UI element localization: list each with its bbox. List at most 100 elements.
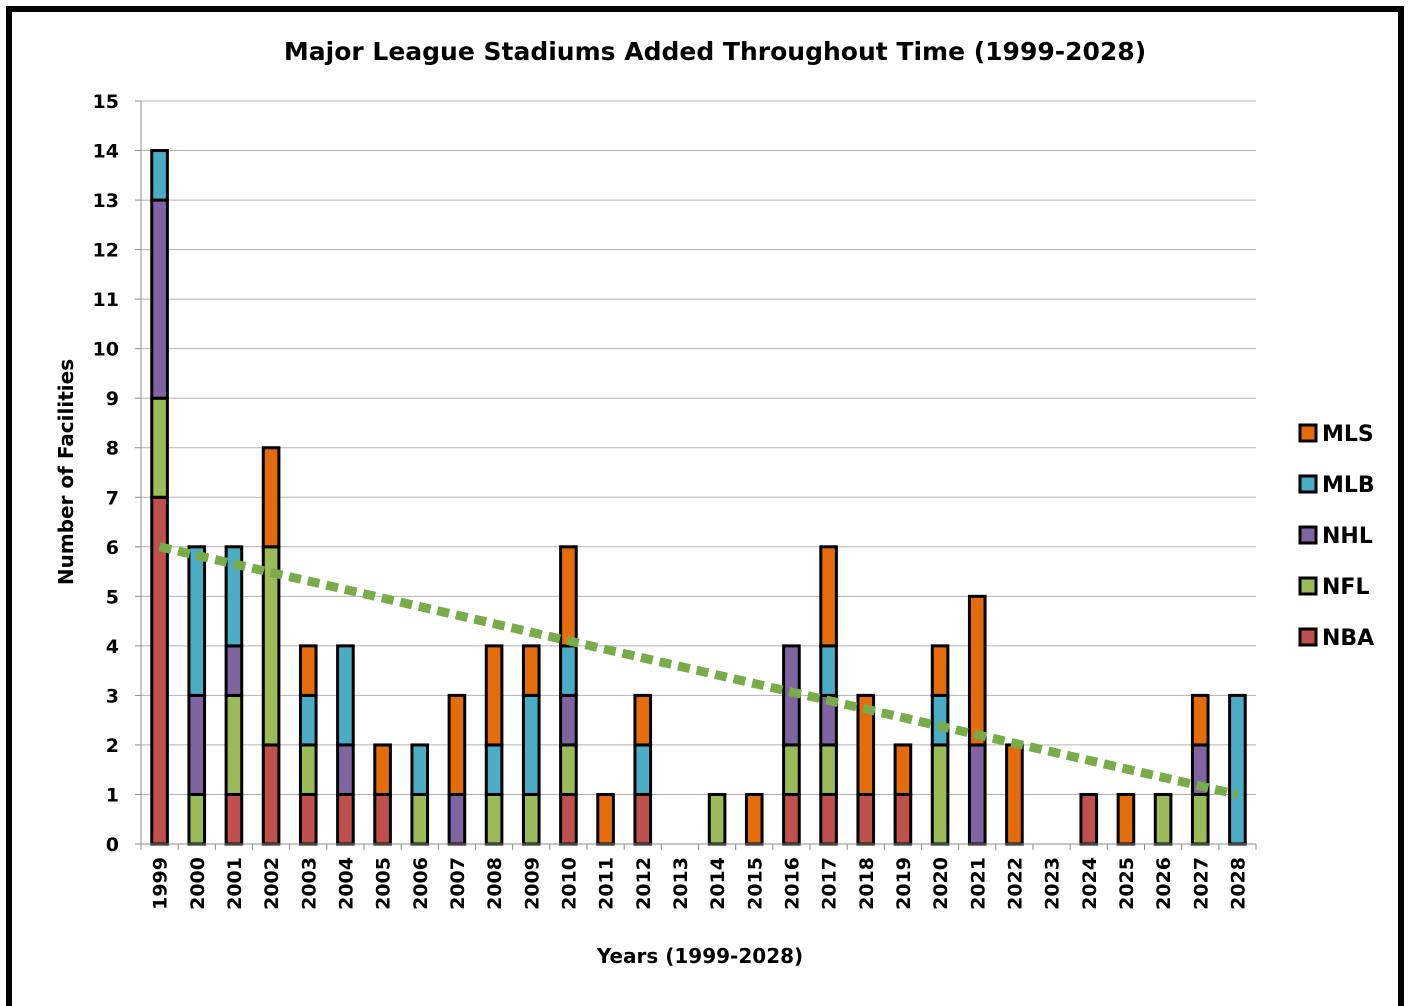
y-tick-label: 13 bbox=[93, 190, 119, 212]
y-tick-label: 2 bbox=[106, 735, 119, 757]
bar-segment-nhl-2010 bbox=[559, 693, 578, 747]
x-tick-label: 2022 bbox=[1004, 857, 1026, 910]
bar-segment-mls-2027 bbox=[1190, 693, 1210, 747]
bar-segment-nfl-2017 bbox=[819, 743, 838, 796]
legend-label-nfl: NFL bbox=[1322, 575, 1369, 600]
x-tick-label: 2028 bbox=[1227, 857, 1249, 910]
bar-segment-nba-2019 bbox=[893, 792, 913, 846]
bar-segment-nfl-2008 bbox=[484, 792, 504, 846]
bar-segment-mls-2007 bbox=[447, 693, 467, 796]
x-axis-ticks: 1999 2000 2001 2002 2003 2004 2005 2006 2007 2008… bbox=[140, 844, 1257, 910]
bar-segment-nfl-2001 bbox=[224, 693, 244, 796]
bar-segment-mls-2022 bbox=[1005, 743, 1024, 846]
bar-segment-mls-2021 bbox=[967, 594, 987, 747]
bar-segment-mlb-1999 bbox=[150, 149, 169, 202]
x-tick-label: 2011 bbox=[596, 857, 618, 910]
y-tick-label: 0 bbox=[106, 834, 119, 856]
legend-swatch-nfl bbox=[1298, 576, 1318, 596]
bar-segment-mls-2019 bbox=[893, 743, 913, 796]
bar-segment-nba-2016 bbox=[782, 792, 801, 846]
bar-segment-nba-2004 bbox=[336, 792, 355, 846]
x-tick-label: 2027 bbox=[1190, 857, 1212, 910]
x-tick-label: 2021 bbox=[967, 857, 989, 910]
bar-segment-mlb-2006 bbox=[410, 743, 430, 796]
x-tick-label: 2017 bbox=[819, 857, 841, 910]
y-tick-label: 5 bbox=[106, 586, 119, 608]
x-tick-label: 2004 bbox=[335, 857, 357, 910]
bar-segment-mls-2012 bbox=[633, 693, 653, 747]
x-tick-label: 2007 bbox=[447, 857, 469, 910]
bar-segment-nfl-2016 bbox=[782, 743, 801, 796]
bar-segment-mls-2025 bbox=[1116, 792, 1136, 846]
trendline bbox=[158, 542, 1239, 799]
bar-segment-nba-2005 bbox=[373, 792, 392, 846]
bar-segment-mls-2017 bbox=[819, 545, 838, 648]
bar-segment-mls-2009 bbox=[521, 644, 541, 697]
bar-segment-mlb-2028 bbox=[1228, 693, 1247, 846]
bar-segment-mls-2005 bbox=[373, 743, 392, 796]
bar-segment-nhl-1999 bbox=[150, 198, 169, 400]
y-tick-label: 3 bbox=[106, 685, 119, 707]
x-tick-label: 2009 bbox=[521, 857, 543, 910]
bar-segment-nfl-2014 bbox=[707, 792, 727, 846]
bar-segment-mlb-2001 bbox=[224, 545, 244, 648]
x-tick-label: 2025 bbox=[1116, 857, 1138, 910]
x-tick-label: 2020 bbox=[930, 857, 952, 910]
bar-segment-nfl-2020 bbox=[930, 743, 950, 846]
bar-segment-mlb-2020 bbox=[930, 693, 950, 747]
bar-segment-mlb-2004 bbox=[336, 644, 355, 747]
x-tick-label: 2000 bbox=[187, 857, 209, 910]
legend: MLS MLB NHL NFL NBA bbox=[1298, 422, 1375, 651]
bar-segment-nba-2010 bbox=[559, 792, 578, 846]
bar-segment-mls-2003 bbox=[298, 644, 318, 697]
bar-segment-nba-2012 bbox=[633, 792, 653, 846]
x-tick-label: 2026 bbox=[1153, 857, 1175, 910]
legend-label-mlb: MLB bbox=[1322, 473, 1375, 498]
x-axis-title: Years (1999-2028) bbox=[596, 944, 803, 968]
bar-segment-mlb-2003 bbox=[298, 693, 318, 747]
x-tick-label: 2010 bbox=[558, 857, 580, 910]
gridlines bbox=[141, 100, 1256, 795]
x-tick-label: 2014 bbox=[707, 857, 729, 910]
bar-segment-mlb-2010 bbox=[559, 644, 578, 697]
bar-segment-nfl-2003 bbox=[298, 743, 318, 796]
bar-segment-mls-2008 bbox=[484, 644, 504, 747]
bar-segment-nba-2024 bbox=[1079, 792, 1099, 846]
bar-segment-mls-2002 bbox=[261, 446, 281, 549]
y-tick-label: 7 bbox=[106, 487, 119, 509]
y-tick-label: 4 bbox=[106, 636, 119, 658]
x-tick-label: 2013 bbox=[670, 857, 692, 910]
y-tick-label: 11 bbox=[93, 289, 119, 311]
x-tick-label: 2006 bbox=[410, 857, 432, 910]
bar-segment-nfl-2027 bbox=[1190, 792, 1210, 846]
x-tick-label: 2016 bbox=[781, 857, 803, 910]
bar-segment-mlb-2000 bbox=[187, 545, 207, 697]
legend-label-nhl: NHL bbox=[1322, 524, 1373, 549]
x-tick-label: 2003 bbox=[298, 857, 320, 910]
bar-segment-nba-2003 bbox=[298, 792, 318, 846]
bar-segment-nba-2018 bbox=[856, 792, 876, 846]
linear-trendline bbox=[158, 542, 1239, 799]
x-tick-label: 1999 bbox=[150, 857, 172, 910]
bar-segment-mls-2011 bbox=[596, 792, 615, 846]
x-tick-label: 2002 bbox=[261, 857, 283, 910]
legend-swatch-mlb bbox=[1298, 474, 1318, 494]
bar-segment-nhl-2004 bbox=[336, 743, 355, 796]
bar-segment-nfl-2006 bbox=[410, 792, 430, 846]
y-tick-label: 8 bbox=[106, 438, 119, 460]
bar-segment-mls-2020 bbox=[930, 644, 950, 697]
y-tick-label: 6 bbox=[106, 537, 119, 559]
bar-segment-nba-2001 bbox=[224, 792, 244, 846]
bar-segment-nhl-2001 bbox=[224, 644, 244, 697]
bar-segment-nhl-2000 bbox=[187, 693, 207, 796]
x-tick-label: 2023 bbox=[1042, 857, 1064, 910]
bar-segment-nfl-2026 bbox=[1153, 792, 1173, 846]
x-tick-label: 2019 bbox=[893, 857, 915, 910]
x-tick-label: 2005 bbox=[373, 857, 395, 910]
bar-segment-nba-2017 bbox=[819, 792, 838, 846]
bar-segment-nhl-2007 bbox=[447, 792, 467, 846]
legend-label-mls: MLS bbox=[1322, 422, 1374, 447]
x-tick-label: 2024 bbox=[1079, 857, 1101, 910]
